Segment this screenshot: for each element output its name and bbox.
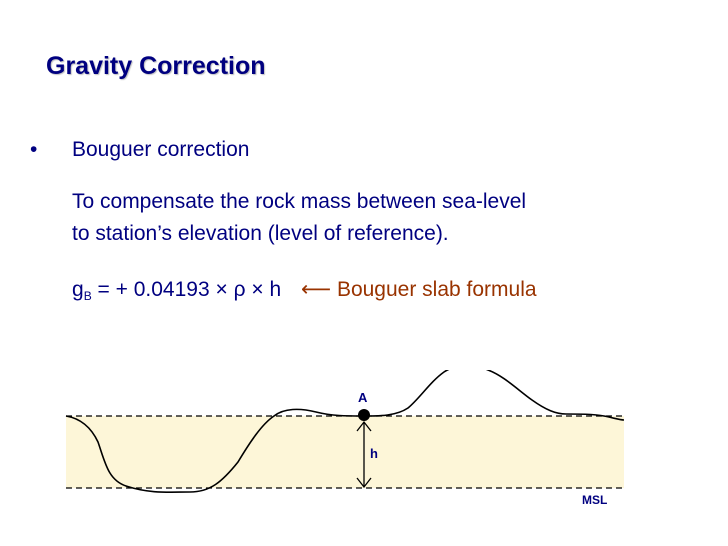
bullet-heading: Bouguer correction [72,138,250,161]
height-arrow-up-icon [356,420,372,432]
slab-fill [66,416,624,488]
description: To compensate the rock mass between sea-… [72,186,526,250]
station-point-icon [358,409,370,421]
formula-label: Bouguer slab formula [336,278,537,301]
slide-title: Gravity Correction [46,52,266,80]
description-line-1: To compensate the rock mass between sea-… [72,190,527,213]
msl-label: MSL [582,493,607,507]
formula-equals: = [91,278,116,301]
description-line-2: to station’s elevation (level of referen… [72,222,449,245]
station-label: A [358,390,368,405]
formula-annotation: ⟵ Bouguer slab formula [301,278,537,301]
bullet-icon: • [30,138,38,161]
formula-g: g [72,278,84,301]
left-arrow-icon: ⟵ [300,278,332,301]
height-label: h [370,446,378,461]
height-arrow-down-icon [356,477,372,489]
bouguer-slab-diagram: A h MSL [65,370,625,507]
bouguer-formula: gB = + 0.04193 × ρ × h ⟵ Bouguer slab fo… [72,277,537,303]
formula-subscript: B [83,289,92,303]
formula-expression: + 0.04193 × ρ × h [115,278,282,301]
